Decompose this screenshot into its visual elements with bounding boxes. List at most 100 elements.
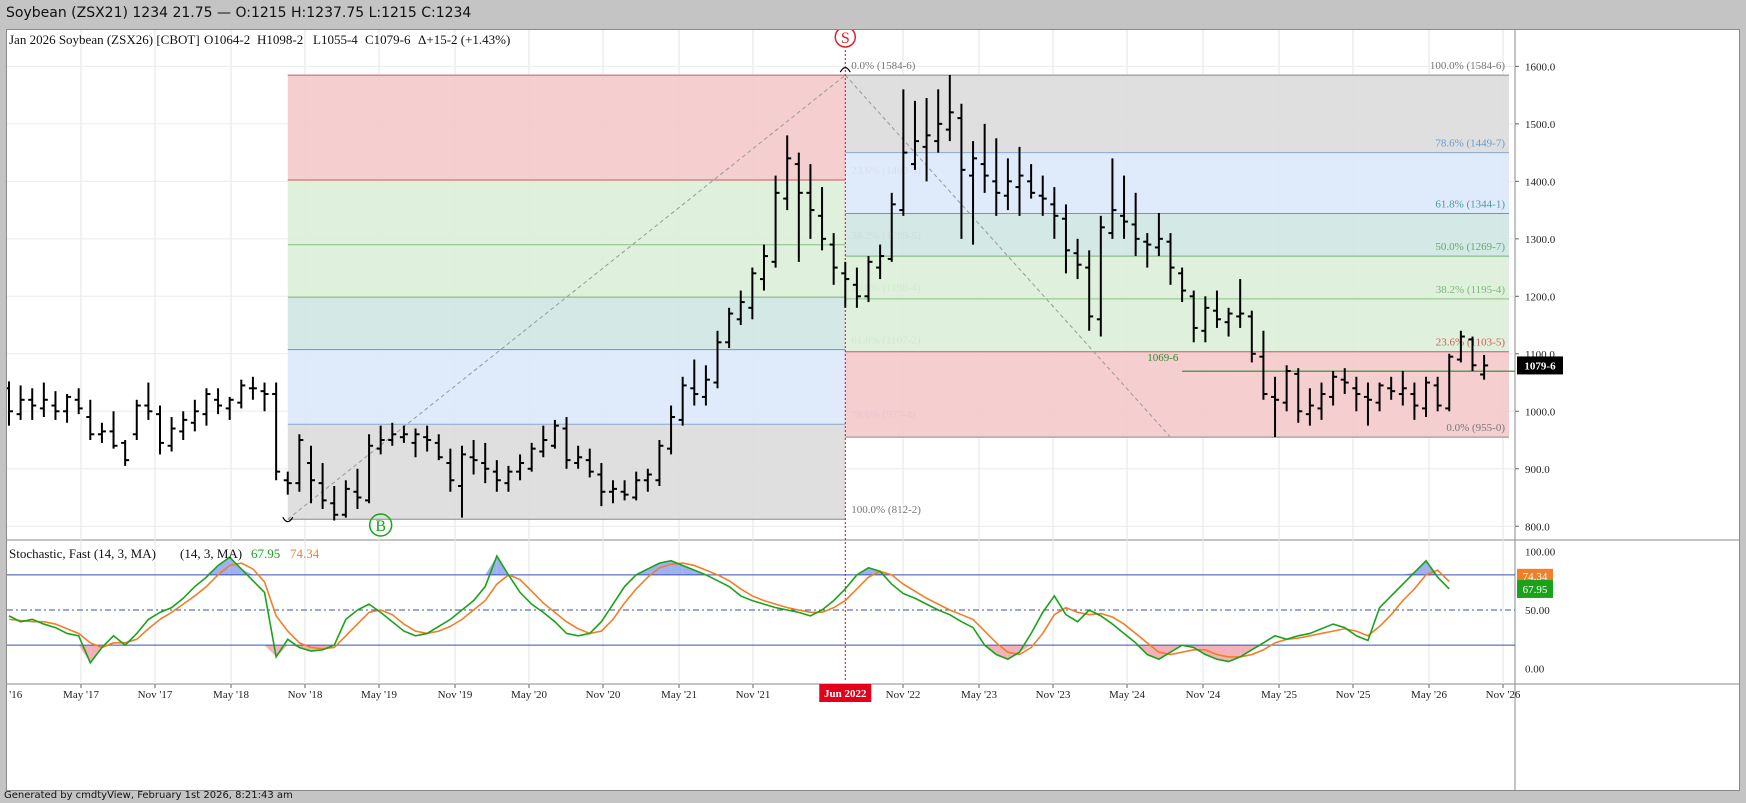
stoch-oversold-fill [1158,645,1171,660]
stoch-overbought-fill [485,556,497,575]
price-bar [980,123,989,193]
stoch-title: Stochastic, Fast (14, 3, MA) [9,546,156,561]
price-bar [701,365,710,406]
price-bar [353,468,362,510]
chart-svg[interactable]: 0.0% (1584-6)23.6% (1402-3)38.2% (1289-5… [1,26,1739,790]
price-bar [806,164,815,239]
price-bar [1398,371,1407,406]
price-bar [1236,279,1245,328]
stoch-d-tag-label: 74.34 [1523,571,1548,583]
fib-down-zone [845,75,1509,153]
price-bar [969,141,978,245]
price-bar [725,307,734,349]
quote-open: O1064-2 [204,32,250,47]
x-tick-label: May '18 [213,689,249,701]
fib-down-zone [845,256,1509,299]
price-tick-label: 800.0 [1525,521,1550,533]
quote-high: H1098-2 [257,32,303,47]
stoch-oversold-fill [1240,645,1252,657]
stoch-d-line [8,562,1450,658]
price-bar [748,267,757,320]
price-bar [237,379,246,409]
x-tick-label: Nov '17 [138,689,173,701]
price-bar [620,480,629,501]
price-bar [1038,175,1047,216]
stoch-tick-label: 0.00 [1525,664,1545,676]
price-bar [376,425,385,455]
price-bar [1201,296,1210,343]
price-bar [423,425,432,452]
stoch-overbought-fill [647,563,660,575]
price-bar [1363,382,1372,426]
x-tick-label: Nov '24 [1186,689,1221,701]
price-bar [469,440,478,475]
x-tick-label: May '17 [63,689,99,701]
price-bar [574,445,583,469]
price-bar [1329,371,1338,406]
price-bar [1085,250,1094,331]
price-bar [1131,192,1140,257]
price-bar [690,359,699,406]
price-bar [643,468,652,492]
price-bar [585,448,594,478]
price-bar [214,388,223,415]
chart-labels: Jan 2026 Soybean (ZSX26) [CBOT] O1064-2 … [9,32,510,561]
x-tick-label: May '19 [361,689,397,701]
price-bar [457,445,466,518]
x-tick-label: Nov '26 [1486,689,1521,701]
footer-generated-by: Generated by cmdtyView, February 1st 202… [4,790,293,801]
last-price-tag [1517,356,1563,375]
x-tick-label: Nov '25 [1336,689,1371,701]
fib-down-level-label: 0.0% (955-0) [1446,422,1505,434]
price-bar [260,382,269,412]
quote-change: Δ+15-2 (+1.43%) [418,32,510,47]
price-bar [28,388,37,420]
price-bar [1271,376,1280,438]
price-bar [945,74,954,142]
stoch-k-line [8,554,1450,665]
price-bar [121,440,130,466]
price-bar [1154,212,1163,257]
fib-down-level-label: 38.2% (1195-4) [1436,284,1506,296]
axes: 1600.01500.01400.01300.01200.01100.01000… [1,61,1563,702]
price-bar [1050,187,1059,239]
price-bar [1073,238,1082,280]
buy-signal-icon [368,513,393,537]
marked-date-label: Jun 2022 [824,688,867,700]
price-bar [399,425,408,443]
price-bar [492,460,501,492]
price-bar [1166,233,1175,285]
price-bar [295,434,304,492]
stoch-d-value: 74.34 [290,546,320,561]
price-bar [678,376,687,426]
price-bar [86,399,95,441]
price-bar [109,411,118,449]
quote-low: L1055-4 [313,32,358,47]
price-bar [63,394,72,423]
chart-frame[interactable]: 0.0% (1584-6)23.6% (1402-3)38.2% (1289-5… [1,26,1740,791]
price-bar [992,138,1001,216]
price-bar [1015,146,1024,216]
quote-close: C1079-6 [365,32,411,47]
price-bar [1375,382,1384,412]
price-bar [481,442,490,484]
stoch-k-value: 67.95 [251,546,280,561]
fib-down-zone [845,298,1509,352]
x-edge-label: v '16 [7,689,23,701]
stoch-overbought-fill [1402,572,1415,575]
price-tick-label: 1500.0 [1525,119,1556,131]
price-bar [1456,330,1465,363]
price-bar [1247,310,1256,363]
price-bar [1410,382,1419,420]
price-tick-label: 1200.0 [1525,291,1556,303]
price-bar [318,463,327,510]
price-bar [411,428,420,458]
price-tick-label: 900.0 [1525,464,1550,476]
stoch-params: (14, 3, MA) [180,546,242,561]
price-bar [74,388,83,415]
price-bar [1305,388,1314,426]
price-bar [272,382,281,481]
price-bar [1294,368,1303,423]
price-bar [1468,336,1477,372]
price-bar [783,135,792,211]
